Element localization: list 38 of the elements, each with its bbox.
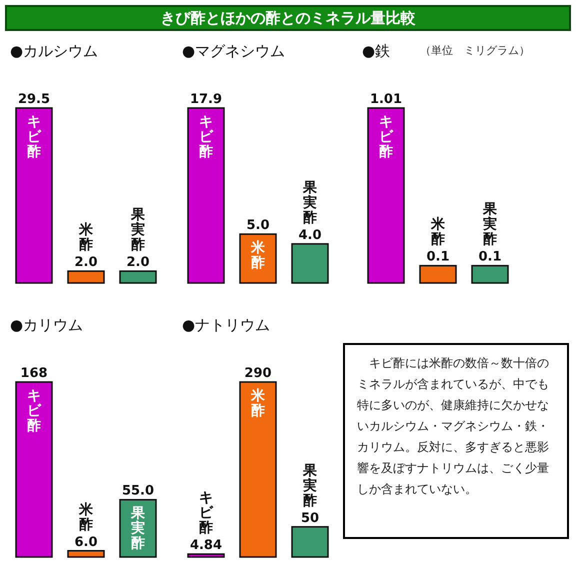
data-label: 5.0 — [246, 218, 270, 234]
data-label: 2.0 — [74, 255, 98, 270]
x-tick-label: キビ酢 — [199, 114, 214, 160]
text: キビ酢には米酢の数倍～数十倍のミネラルが含まれているが、中でも特に多いのが、健康維持に欠かせないカルシウム・マグネシウム・鉄・カリウム。反対に、多すぎると悪影響を及ぼすナトリウムは、ごく少量しか含まれていない。 — [356, 355, 550, 498]
data-label: 4.84 — [190, 538, 222, 554]
x-tick-label: 米酢 — [78, 502, 94, 533]
data-label: 1.01 — [370, 92, 402, 107]
x-tick-label: 果実酢 — [302, 180, 318, 226]
x-tick-label: キビ酢 — [27, 388, 42, 434]
x-tick-label: 果実酢 — [482, 202, 498, 248]
data-label: 50 — [300, 510, 320, 526]
data-label: 17.9 — [190, 92, 222, 107]
x-tick-label: 米酢 — [78, 222, 94, 254]
x-tick-label: 果実酢 — [130, 506, 146, 552]
x-tick-label: 果実酢 — [130, 207, 146, 254]
chart-title: ●カリウム — [10, 316, 84, 334]
x-tick-label: キビ酢 — [199, 490, 214, 536]
data-label: 290 — [244, 366, 272, 381]
text: （単位 ミリグラム） — [420, 44, 530, 57]
data-label: 2.0 — [126, 255, 150, 270]
data-label: 55.0 — [122, 484, 154, 499]
x-tick-label: キビ酢 — [379, 114, 394, 160]
x-tick-label: 米酢 — [250, 388, 266, 419]
data-label: 6.0 — [74, 534, 98, 550]
x-tick-label: キビ酢 — [27, 114, 42, 160]
x-tick-label: 米酢 — [250, 240, 266, 272]
data-label: 0.1 — [478, 250, 502, 265]
data-label: 4.0 — [298, 228, 322, 243]
data-label: 168 — [20, 366, 48, 381]
chart-title: ●鉄 — [362, 42, 390, 60]
x-tick-label: 米酢 — [430, 216, 446, 248]
chart-title: ●マグネシウム — [182, 42, 286, 60]
data-label: 29.5 — [18, 92, 50, 107]
chart-title: ●ナトリウム — [182, 316, 270, 334]
chart-title: ●カルシウム — [10, 42, 98, 60]
text: きび酢とほかの酢とのミネラル量比較 — [7, 7, 569, 29]
data-label: 0.1 — [426, 250, 450, 265]
x-tick-label: 果実酢 — [302, 462, 318, 509]
